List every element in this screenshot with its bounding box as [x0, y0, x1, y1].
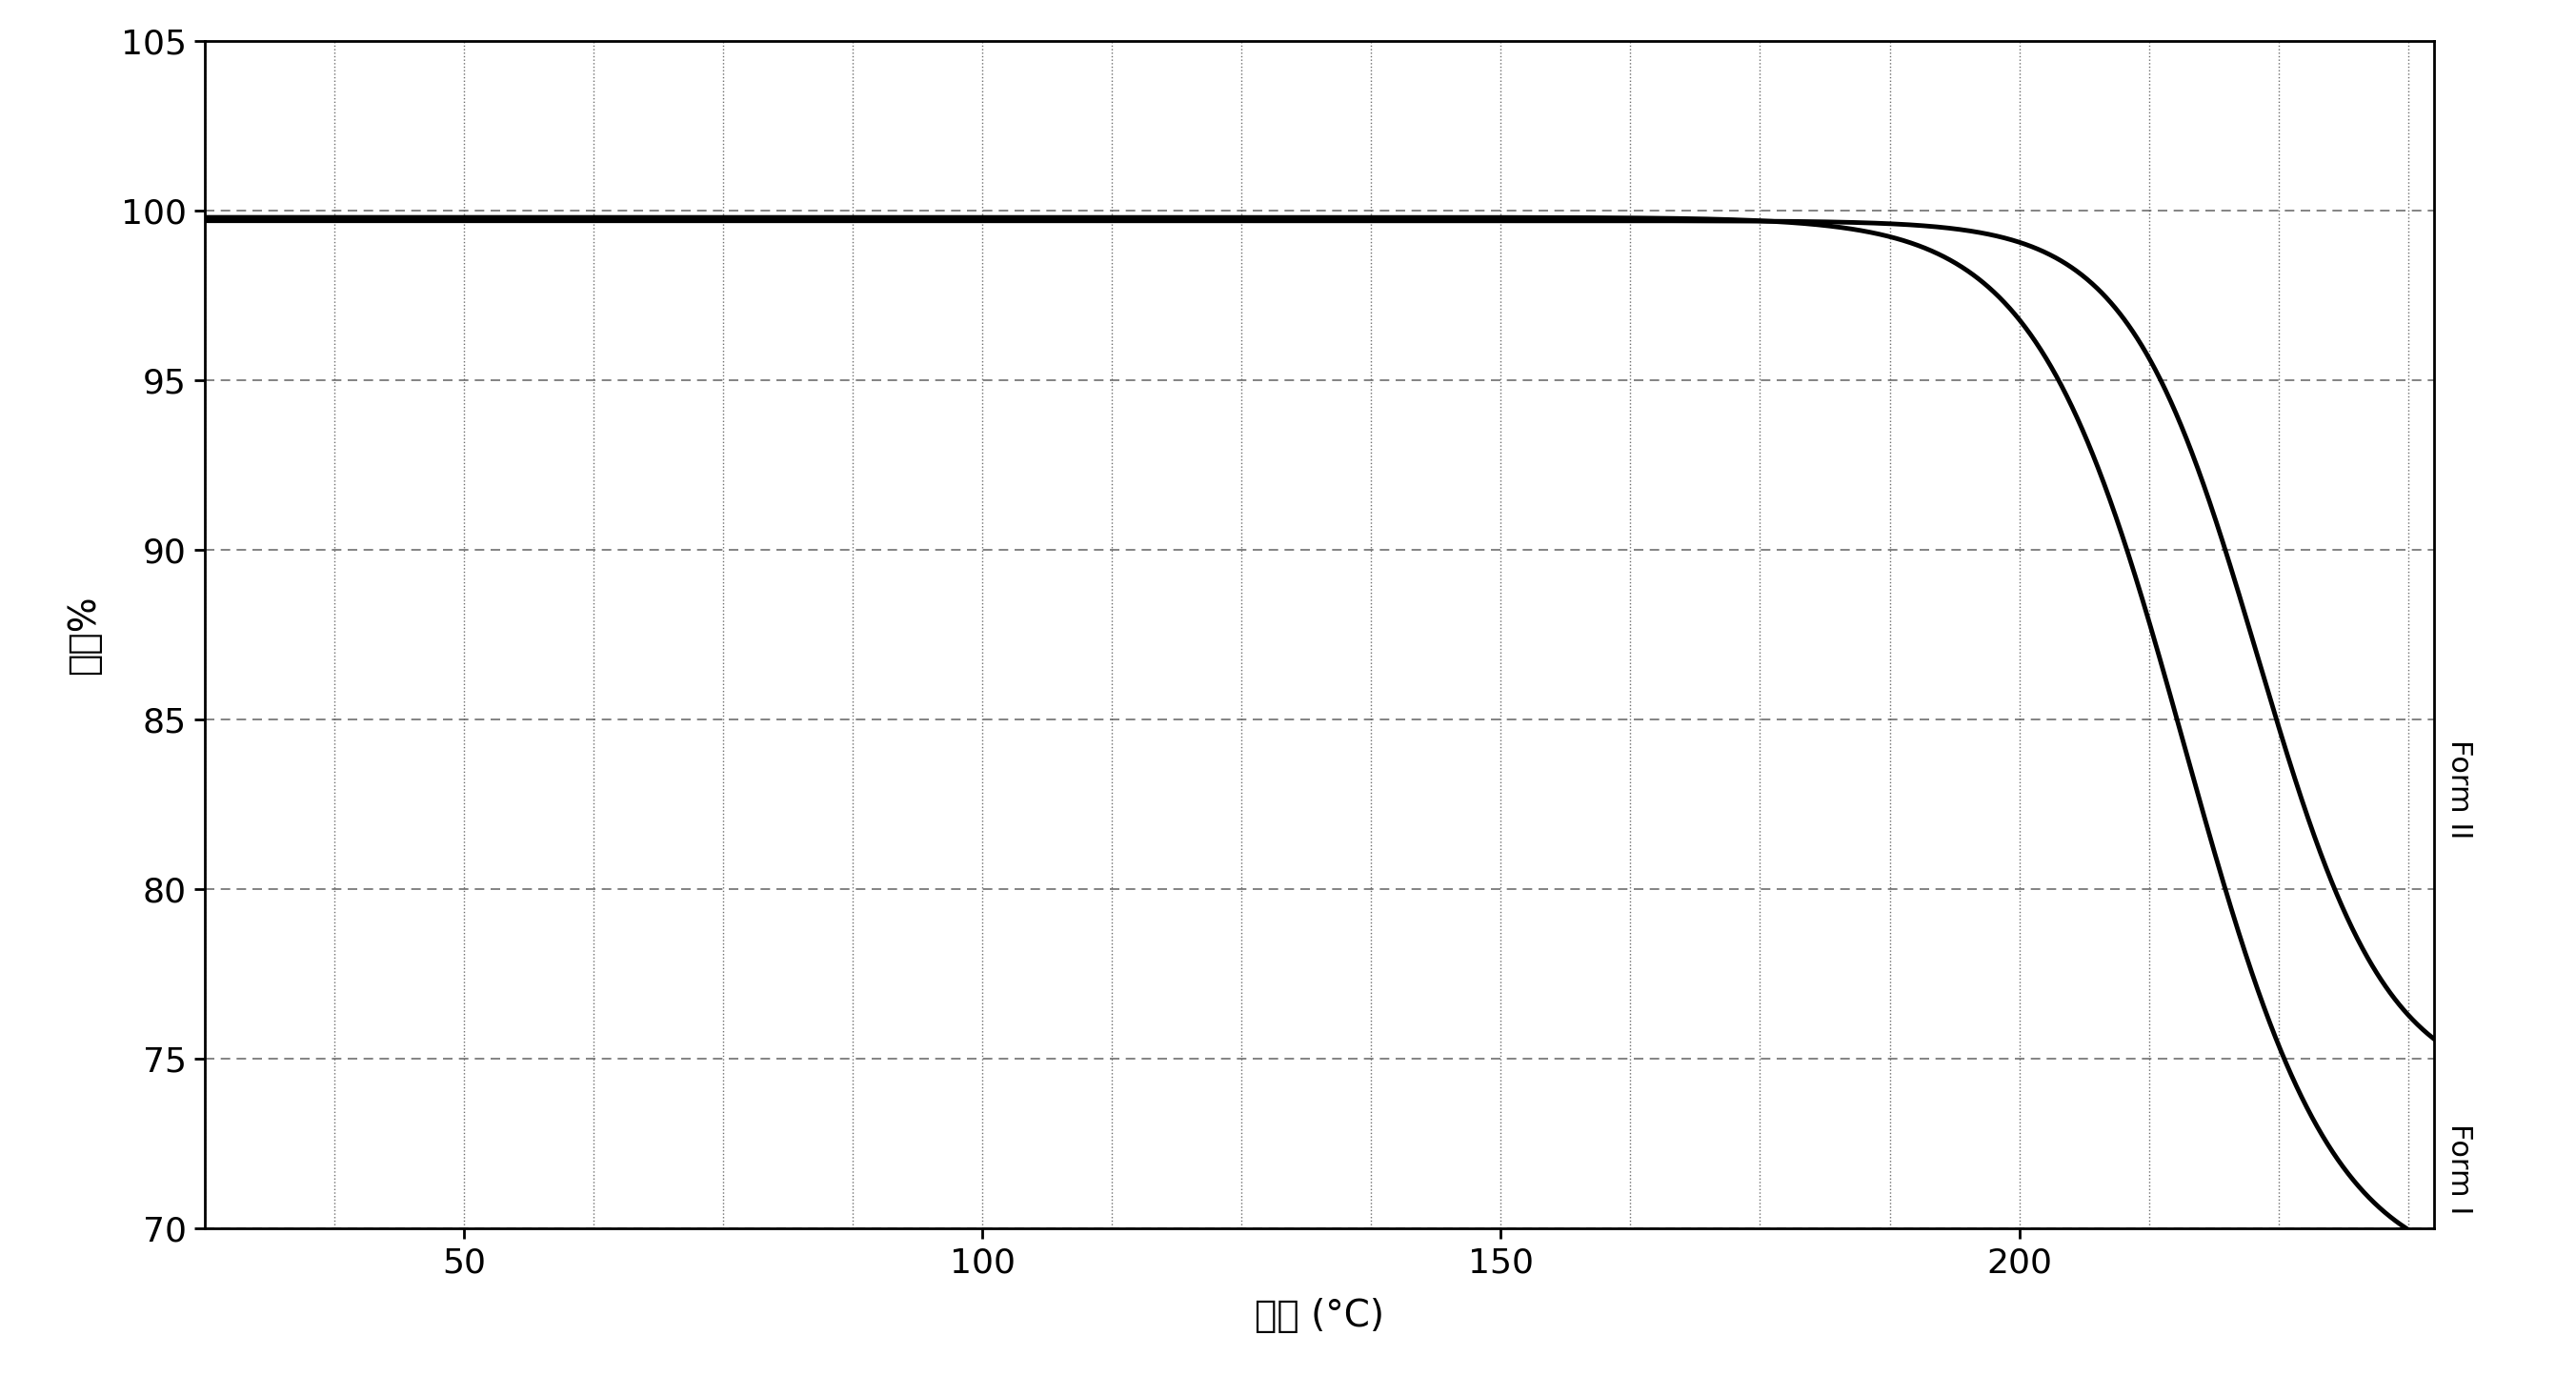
X-axis label: 温度 (°C): 温度 (°C): [1255, 1298, 1383, 1335]
Text: Form II: Form II: [2445, 739, 2473, 839]
Y-axis label: 质量%: 质量%: [67, 594, 103, 674]
Text: Form I: Form I: [2445, 1124, 2473, 1215]
